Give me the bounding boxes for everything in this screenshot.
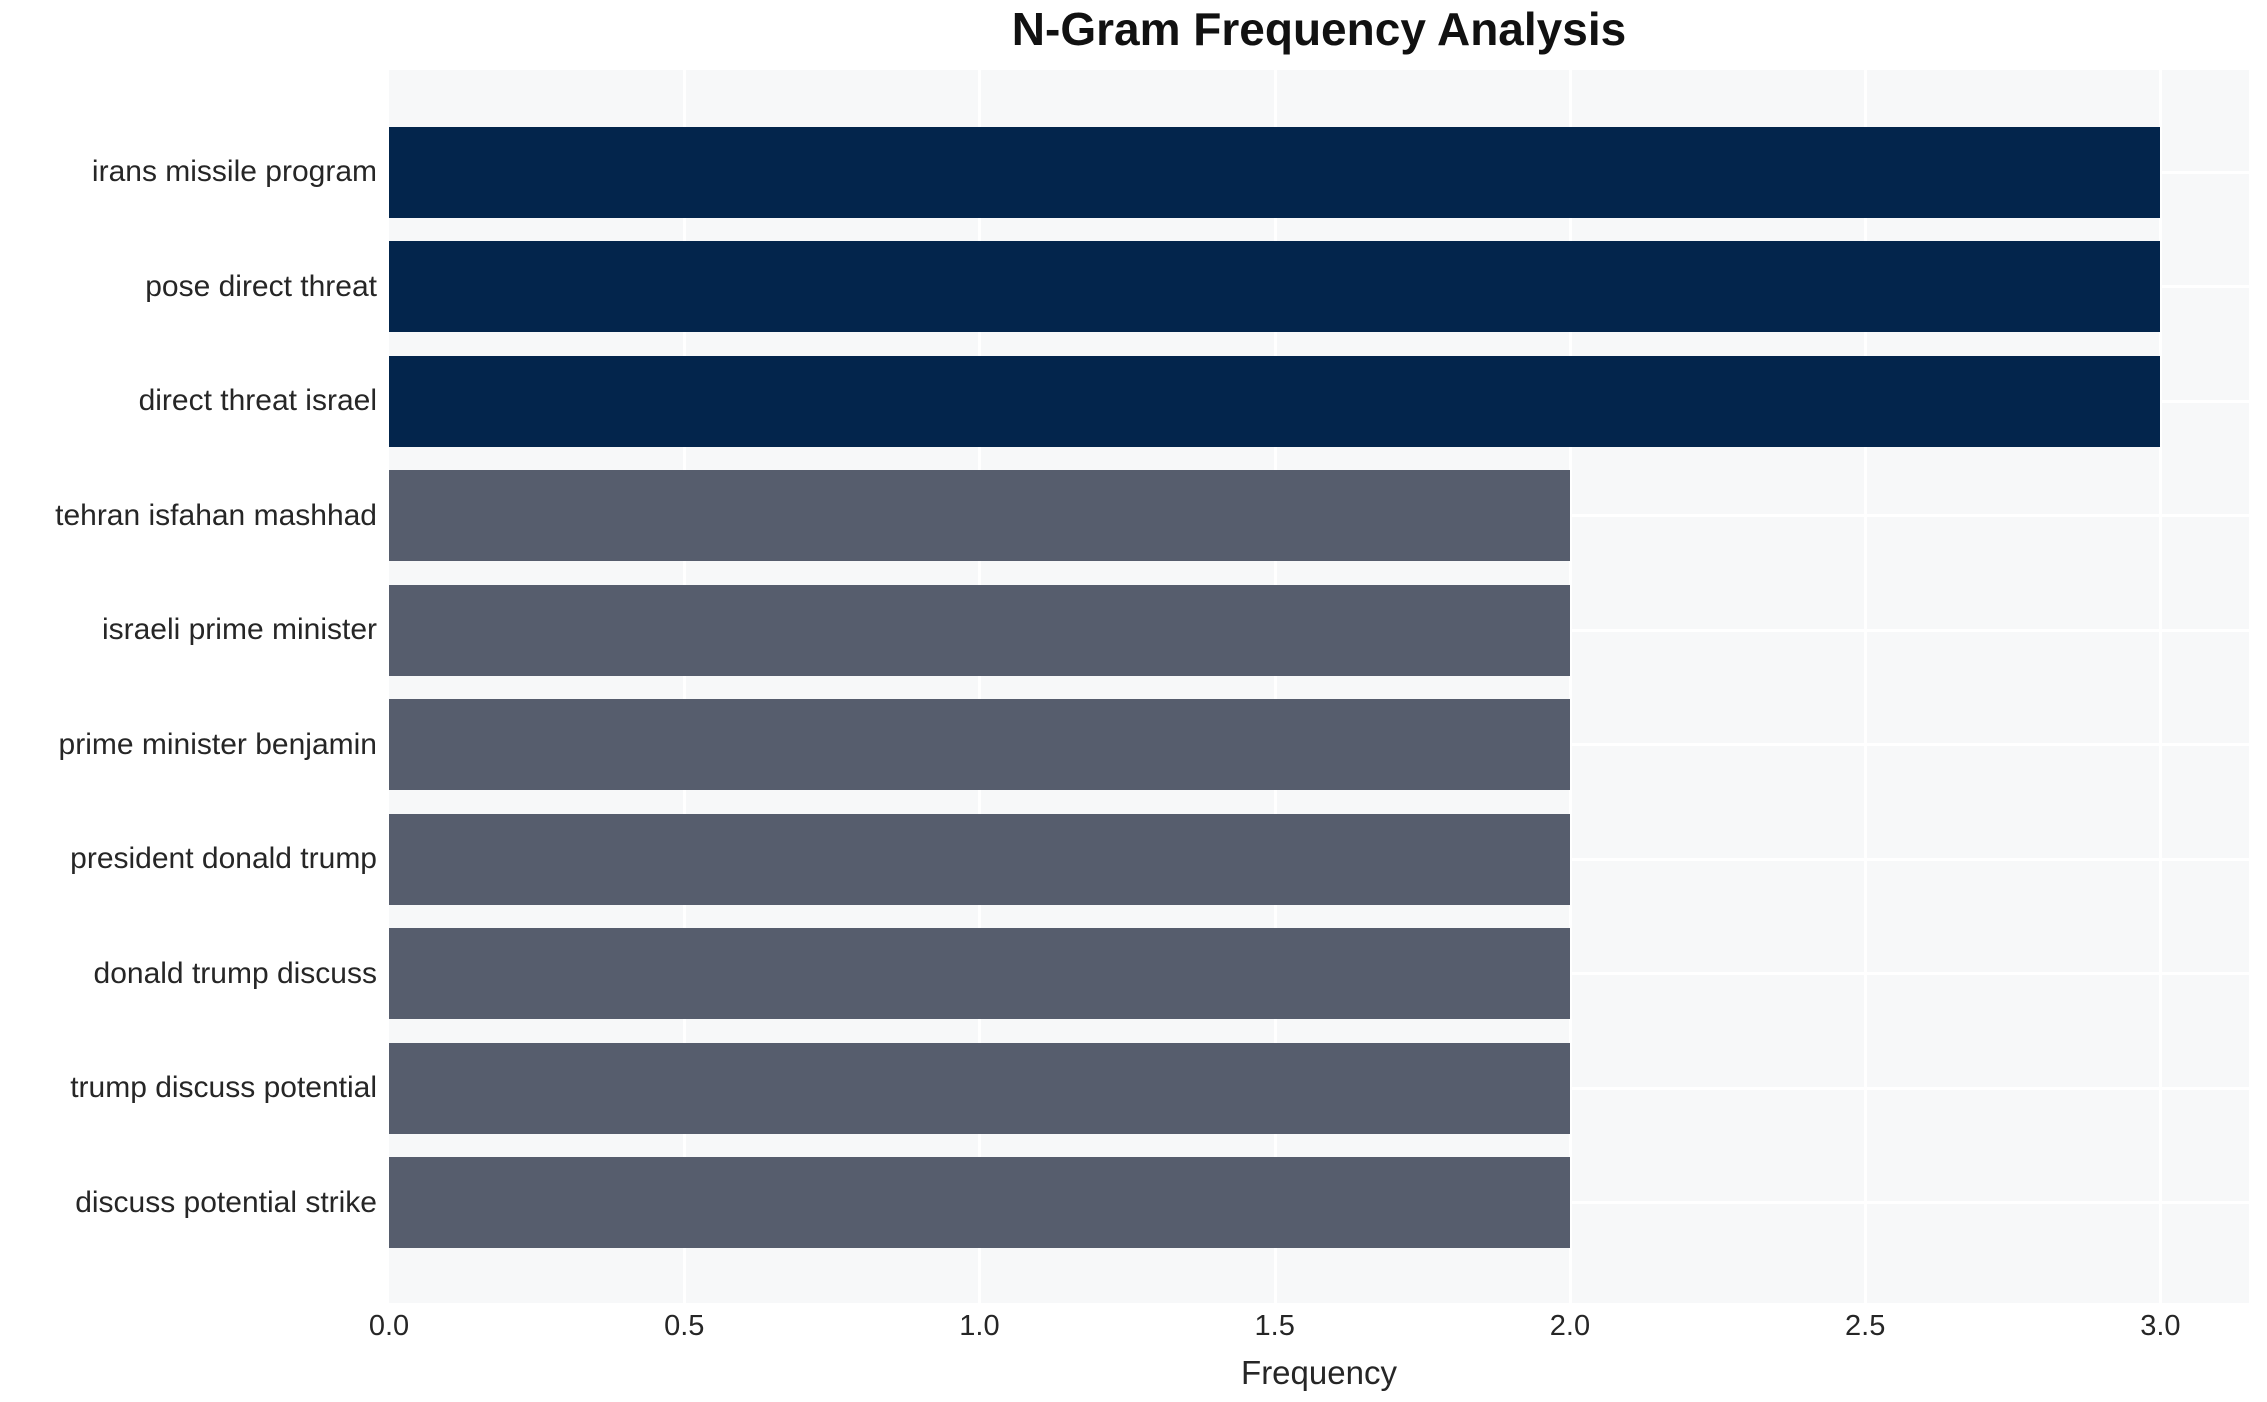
bar-trump-discuss-potential — [389, 1042, 1570, 1134]
y-tick-label: israeli prime minister — [101, 613, 377, 646]
y-tick-label: president donald trump — [70, 842, 377, 875]
y-tick-label: direct threat israel — [138, 384, 377, 417]
y-tick-label: pose direct threat — [145, 269, 377, 303]
vertical-gridline — [1864, 70, 1868, 1303]
bar-direct-threat-israel — [389, 355, 2161, 447]
bar-pose-direct-threat — [389, 241, 2161, 332]
x-axis-label: Frequency — [1241, 1354, 1397, 1391]
y-tick-label: discuss potential strike — [75, 1185, 377, 1219]
bar-israeli-prime-minister — [389, 584, 1570, 676]
y-tick-label: trump discuss potential — [70, 1071, 377, 1104]
bar-president-donald-trump — [389, 813, 1570, 905]
x-tick-label: 1.5 — [1254, 1310, 1295, 1342]
vertical-gridline — [978, 70, 982, 1303]
x-tick-label: 2.5 — [1845, 1310, 1886, 1342]
y-tick-label: donald trump discuss — [93, 956, 377, 990]
x-tick-label: 2.0 — [1549, 1310, 1591, 1342]
y-tick-label: prime minister benjamin — [58, 727, 377, 761]
bar-discuss-potential-strike — [389, 1157, 1570, 1248]
vertical-gridline — [2159, 70, 2163, 1303]
x-tick-label: 0.5 — [664, 1310, 705, 1342]
vertical-gridline — [1273, 70, 1277, 1303]
x-tick-label: 1.0 — [959, 1310, 1000, 1342]
vertical-gridline — [683, 70, 687, 1303]
chart-title: N-Gram Frequency Analysis — [1011, 3, 1627, 55]
x-tick-label: 3.0 — [2140, 1310, 2181, 1342]
vertical-gridline — [1568, 70, 1572, 1303]
y-tick-label: tehran isfahan mashhad — [55, 498, 377, 532]
bar-donald-trump-discuss — [389, 928, 1570, 1019]
bar-tehran-isfahan-mashhad — [389, 470, 1570, 561]
y-tick-label: irans missile program — [91, 155, 377, 188]
x-tick-label: 0.0 — [368, 1310, 410, 1342]
bar-irans-missile-program — [389, 126, 2161, 218]
plot-area — [389, 70, 2249, 1303]
bar-prime-minister-benjamin — [389, 699, 1570, 790]
